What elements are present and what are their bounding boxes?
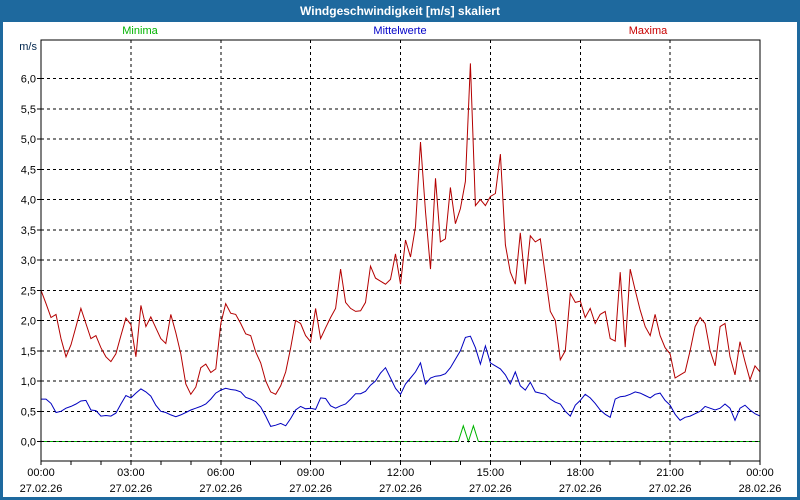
x-axis-time-label: 06:00 [207, 467, 235, 479]
y-axis-label: 1,5 [21, 346, 36, 358]
series-maxima [40, 63, 761, 396]
x-axis-date-label: 27.02.26 [289, 483, 332, 495]
y-axis-label: 3,5 [21, 225, 36, 237]
y-axis-label: 5,0 [21, 134, 36, 146]
x-axis-time-label: 18:00 [566, 467, 594, 479]
series-mittelwerte [41, 335, 761, 427]
y-axis-label: 6,0 [21, 74, 36, 86]
y-axis-label: 4,5 [21, 164, 36, 176]
window-border-right [797, 22, 800, 500]
y-axis-label: 3,0 [21, 255, 36, 267]
window-title: Windgeschwindigkeit [m/s] skaliert [300, 4, 500, 18]
y-axis-label: 1,0 [21, 376, 36, 388]
series-minima [41, 424, 760, 444]
x-axis-date-label: 27.02.26 [559, 483, 602, 495]
x-axis-date-label: 27.02.26 [379, 483, 422, 495]
y-axis-label: 0,5 [21, 406, 36, 418]
y-axis-label: 2,5 [21, 285, 36, 297]
x-axis-time-label: 00:00 [27, 467, 55, 479]
x-axis-date-label: 27.02.26 [109, 483, 152, 495]
x-axis-time-label: 12:00 [387, 467, 415, 479]
legend-maxima: Maxima [628, 25, 668, 37]
legend-mittelwerte: Mittelwerte [373, 25, 427, 37]
x-axis-time-label: 21:00 [656, 467, 684, 479]
x-axis-date-label: 28.02.26 [739, 483, 782, 495]
y-axis-label: 5,5 [21, 104, 36, 116]
y-axis-unit-label: m/s [19, 41, 37, 53]
y-axis-label: 4,0 [21, 195, 36, 207]
window-border-left [0, 22, 3, 500]
window-border-bottom [0, 497, 800, 500]
x-axis-date-label: 27.02.26 [199, 483, 242, 495]
x-axis-time-label: 03:00 [117, 467, 145, 479]
legend-minima: Minima [122, 25, 158, 37]
x-axis-time-label: 00:00 [746, 467, 774, 479]
x-axis-time-label: 15:00 [477, 467, 505, 479]
x-axis-date-label: 27.02.26 [20, 483, 63, 495]
x-axis-date-label: 27.02.26 [469, 483, 512, 495]
x-axis-date-label: 27.02.26 [649, 483, 692, 495]
y-axis-label: 2,0 [21, 316, 36, 328]
window-titlebar[interactable]: Windgeschwindigkeit [m/s] skaliert [0, 0, 800, 22]
x-axis-time-label: 09:00 [297, 467, 325, 479]
y-axis-label: 0,0 [21, 437, 36, 449]
